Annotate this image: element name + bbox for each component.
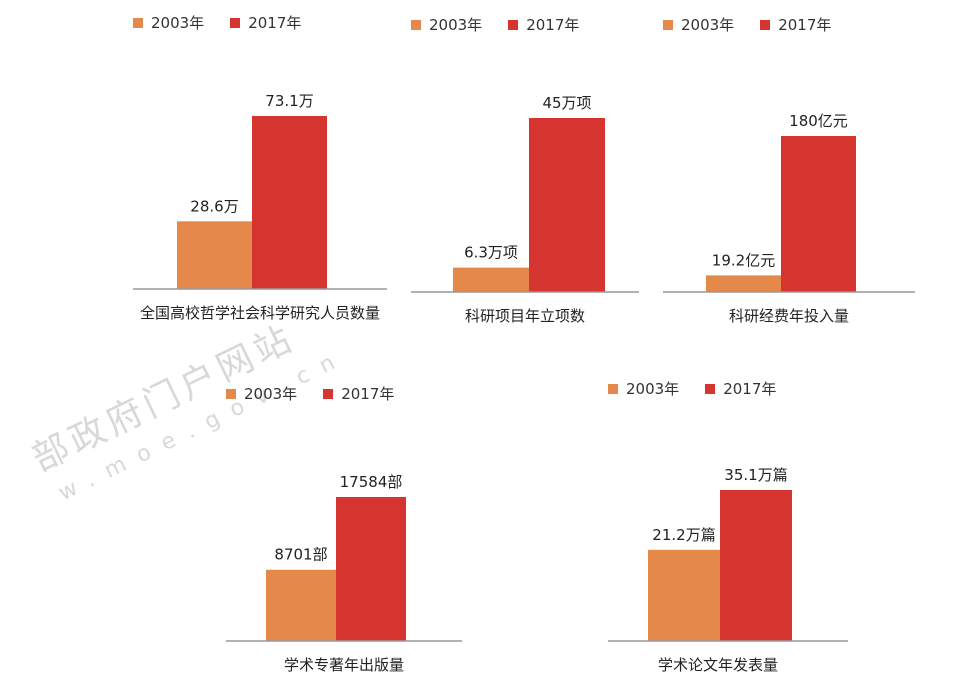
bar-2017 bbox=[252, 116, 327, 289]
data-label: 35.1万篇 bbox=[724, 466, 787, 484]
bar-2003 bbox=[706, 275, 781, 292]
data-label: 73.1万 bbox=[265, 92, 313, 110]
bar-2003 bbox=[266, 569, 336, 641]
legend-label: 2017年 bbox=[778, 16, 832, 34]
legend-label: 2017年 bbox=[248, 14, 302, 32]
legend-item: 2003年 bbox=[663, 14, 734, 35]
legend-label: 2017年 bbox=[526, 16, 580, 34]
legend-label: 2003年 bbox=[626, 380, 680, 398]
chart-caption: 科研经费年投入量 bbox=[728, 307, 849, 325]
legend-item: 2017年 bbox=[230, 12, 301, 33]
legend-swatch bbox=[411, 19, 421, 30]
bar-2017 bbox=[529, 118, 605, 292]
legend-swatch bbox=[230, 17, 241, 28]
legend: 2003年 2017年 bbox=[608, 378, 802, 399]
data-label: 28.6万 bbox=[190, 197, 238, 215]
legend-swatch bbox=[133, 17, 143, 28]
legend-swatch bbox=[226, 388, 236, 399]
legend-label: 2017年 bbox=[341, 385, 395, 403]
data-label: 180亿元 bbox=[789, 112, 848, 130]
legend: 2003年 2017年 bbox=[411, 14, 605, 35]
legend-swatch bbox=[705, 383, 716, 394]
legend: 2003年 2017年 bbox=[133, 12, 327, 33]
legend-item: 2017年 bbox=[705, 378, 776, 399]
chart-caption: 全国高校哲学社会科学研究人员数量 bbox=[139, 304, 380, 322]
legend-swatch bbox=[508, 19, 519, 30]
data-label: 6.3万项 bbox=[464, 244, 518, 262]
bar-2003 bbox=[177, 221, 252, 289]
data-label: 45万项 bbox=[542, 94, 591, 112]
chart-caption: 科研项目年立项数 bbox=[464, 307, 585, 325]
legend-item: 2003年 bbox=[411, 14, 482, 35]
bar-2003 bbox=[453, 267, 529, 292]
legend-item: 2003年 bbox=[133, 12, 204, 33]
bar-2017 bbox=[720, 490, 792, 641]
data-label: 19.2亿元 bbox=[712, 251, 775, 269]
legend-label: 2003年 bbox=[429, 16, 483, 34]
legend-swatch bbox=[760, 19, 771, 30]
chart-caption: 学术论文年发表量 bbox=[657, 656, 778, 674]
legend: 2003年 2017年 bbox=[226, 383, 420, 404]
legend-label: 2003年 bbox=[151, 14, 205, 32]
legend-item: 2017年 bbox=[760, 14, 831, 35]
legend-swatch bbox=[663, 19, 673, 30]
bar-2017 bbox=[781, 136, 856, 292]
legend-label: 2017年 bbox=[723, 380, 777, 398]
legend-item: 2003年 bbox=[608, 378, 679, 399]
data-label: 21.2万篇 bbox=[652, 526, 715, 544]
data-label: 17584部 bbox=[340, 473, 403, 491]
legend-swatch bbox=[323, 388, 334, 399]
legend-item: 2003年 bbox=[226, 383, 297, 404]
legend-item: 2017年 bbox=[508, 14, 579, 35]
legend-item: 2017年 bbox=[323, 383, 394, 404]
legend-swatch bbox=[608, 383, 618, 394]
chart-caption: 学术专著年出版量 bbox=[283, 656, 404, 674]
legend: 2003年 2017年 bbox=[663, 14, 857, 35]
bar-2017 bbox=[336, 497, 406, 641]
legend-label: 2003年 bbox=[244, 385, 298, 403]
bar-2003 bbox=[648, 549, 720, 641]
data-label: 8701部 bbox=[274, 546, 327, 564]
legend-label: 2003年 bbox=[681, 16, 735, 34]
